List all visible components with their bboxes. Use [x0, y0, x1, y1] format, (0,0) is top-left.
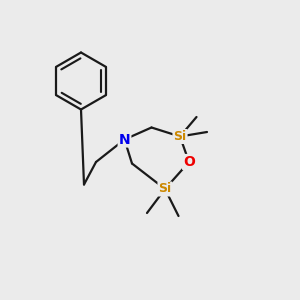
Text: O: O	[183, 155, 195, 169]
Text: N: N	[119, 133, 130, 146]
Text: Si: Si	[158, 182, 172, 196]
Text: Si: Si	[173, 130, 187, 143]
